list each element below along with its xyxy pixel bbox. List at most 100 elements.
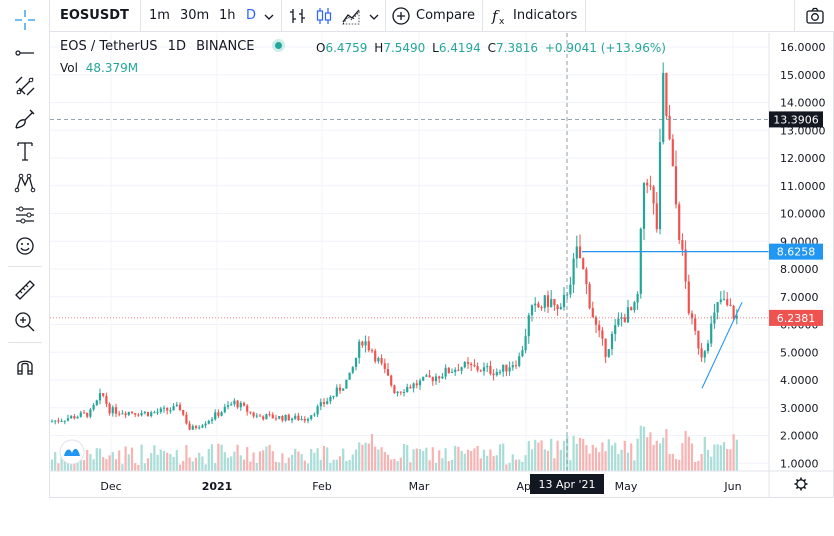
- volume-bar: [502, 443, 505, 471]
- candle-body: [553, 299, 556, 306]
- volume-bar: [498, 444, 502, 471]
- candle-body: [98, 393, 102, 401]
- interval-1h-button[interactable]: 1h: [219, 8, 236, 23]
- volume-bar: [134, 463, 137, 471]
- chevron-down-icon[interactable]: [368, 11, 380, 23]
- volume-bar: [697, 460, 700, 471]
- candle-body: [297, 415, 300, 421]
- candle-body: [300, 418, 303, 421]
- compare-button[interactable]: Compare: [416, 8, 475, 23]
- candle-body: [322, 402, 326, 404]
- volume-bar: [505, 464, 508, 471]
- plus-circle-icon[interactable]: [391, 6, 411, 26]
- volume-bar: [537, 442, 540, 471]
- volume-value: 48.379M: [85, 61, 139, 75]
- chevron-down-icon[interactable]: [263, 11, 275, 23]
- candle-body: [262, 416, 265, 420]
- candle-body: [710, 323, 713, 344]
- volume-bar: [239, 455, 242, 471]
- ruler-icon[interactable]: [13, 278, 37, 302]
- candle-body: [454, 369, 457, 372]
- market-status-dot[interactable]: [274, 42, 282, 49]
- candle-body: [582, 258, 585, 270]
- candle-body: [514, 365, 518, 367]
- candle-body: [402, 392, 406, 394]
- candle-body: [252, 412, 255, 417]
- volume-bar: [521, 461, 524, 471]
- volume-bar: [687, 436, 690, 471]
- candle-body: [76, 416, 79, 419]
- candle-body: [258, 415, 262, 417]
- area-style-icon[interactable]: [341, 6, 361, 26]
- settings-gear-icon[interactable]: [794, 477, 808, 491]
- volume-bar: [274, 461, 278, 471]
- candle-body: [223, 406, 226, 413]
- chart-pane[interactable]: 16.0000 15.0000 14.0000 13.0000 12.0000 11.00…: [50, 33, 834, 498]
- interval-d-button[interactable]: D: [246, 8, 257, 23]
- candle-body: [239, 402, 242, 408]
- camera-icon[interactable]: [805, 6, 825, 26]
- volume-bar: [710, 456, 713, 471]
- trend-line-icon[interactable]: [13, 41, 37, 65]
- volume-bar: [713, 444, 716, 471]
- legend-interval: 1D: [167, 39, 186, 54]
- candle-body: [585, 269, 588, 285]
- volume-bar: [460, 450, 463, 471]
- candle-body: [668, 115, 671, 140]
- volume-bar: [316, 448, 319, 471]
- toolbar-divider: [482, 0, 483, 32]
- magnet-icon[interactable]: [13, 354, 37, 378]
- toolbar-divider: [8, 342, 42, 343]
- zoom-in-icon[interactable]: [13, 310, 37, 334]
- candle-style-icon[interactable]: [314, 6, 334, 26]
- volume-bar: [482, 449, 486, 471]
- brush-icon[interactable]: [13, 107, 37, 131]
- volume-bar: [358, 442, 361, 471]
- candle-body: [348, 372, 351, 380]
- interval-30m-button[interactable]: 30m: [180, 8, 210, 23]
- candle-body: [697, 330, 700, 349]
- candle-body: [422, 376, 425, 381]
- symbol-legend[interactable]: EOS / TetherUS 1D BINANCE: [60, 39, 282, 54]
- candle-body: [610, 333, 614, 350]
- volume-bar: [313, 452, 316, 471]
- candle-body: [649, 185, 652, 187]
- candle-body: [732, 305, 735, 319]
- volume-bar: [217, 443, 220, 471]
- volume-bar: [175, 450, 178, 471]
- volume-bar: [73, 461, 76, 471]
- candle-body: [220, 412, 223, 416]
- volume-bar: [230, 456, 233, 471]
- toolbar-divider: [281, 0, 282, 32]
- volume-bar: [95, 448, 98, 471]
- indicators-button[interactable]: Indicators: [513, 8, 578, 23]
- candle-body: [390, 375, 393, 386]
- crosshair-icon[interactable]: [13, 8, 37, 32]
- candle-body: [601, 330, 604, 339]
- fib-tool-icon[interactable]: [13, 74, 37, 98]
- volume-bar: [220, 444, 223, 471]
- price-tick-label: 7.0000: [780, 291, 819, 304]
- candle-body: [486, 366, 489, 368]
- symbol-search-button[interactable]: EOSUSDT: [60, 8, 129, 23]
- prediction-icon[interactable]: [13, 203, 37, 227]
- interval-1m-button[interactable]: 1m: [149, 8, 170, 23]
- open-value: 6.4759: [325, 41, 368, 55]
- candle-body: [428, 375, 431, 378]
- volume-bar: [127, 454, 130, 471]
- emoji-icon[interactable]: [13, 234, 37, 258]
- volume-bar: [364, 442, 367, 471]
- volume-legend[interactable]: Vol 48.379M: [60, 61, 138, 75]
- candle-body: [726, 299, 729, 306]
- pattern-icon[interactable]: [13, 171, 37, 195]
- bar-style-icon[interactable]: [288, 6, 308, 26]
- candle-body: [511, 365, 514, 368]
- candle-body: [406, 387, 409, 393]
- high-value: 7.5490: [383, 41, 426, 55]
- candle-body: [508, 367, 511, 372]
- text-icon[interactable]: [13, 139, 37, 163]
- candle-body: [169, 410, 172, 412]
- volume-bar: [361, 444, 364, 471]
- volume-bar: [508, 462, 511, 471]
